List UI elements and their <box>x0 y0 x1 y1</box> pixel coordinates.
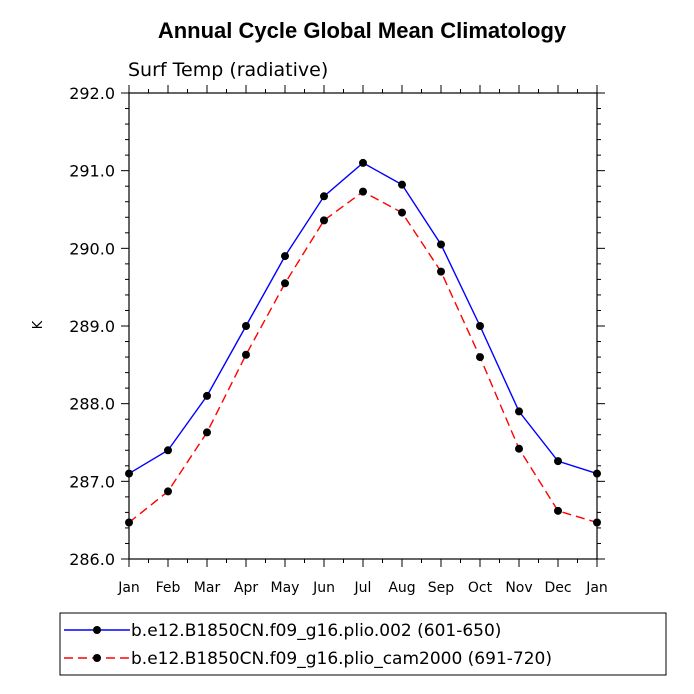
x-tick-label: Mar <box>194 580 221 596</box>
data-point <box>203 428 211 437</box>
data-point <box>476 322 484 330</box>
legend-marker <box>93 626 101 634</box>
data-point <box>242 350 250 359</box>
y-tick-label: 286.0 <box>69 550 115 569</box>
data-point <box>164 446 172 455</box>
x-tick-label: Feb <box>156 580 181 596</box>
data-point <box>593 469 601 478</box>
data-point <box>593 518 601 527</box>
chart-title: Annual Cycle Global Mean Climatology <box>158 18 567 43</box>
series-line-1 <box>128 162 598 475</box>
data-point <box>476 353 484 362</box>
x-tick-label: Jul <box>354 580 372 596</box>
y-tick-label: 291.0 <box>69 162 115 181</box>
y-axis-label: K <box>31 320 46 329</box>
y-tick-label: 292.0 <box>69 84 115 103</box>
data-point <box>359 187 367 196</box>
data-point <box>125 518 133 527</box>
legend: b.e12.B1850CN.f09_g16.plio.002 (601-650)… <box>64 621 552 669</box>
data-point <box>203 391 211 400</box>
legend-label: b.e12.B1850CN.f09_g16.plio.002 (601-650) <box>131 621 501 641</box>
data-point <box>515 407 523 416</box>
x-tick-label: Dec <box>544 580 571 596</box>
data-point <box>437 240 445 249</box>
x-tick-label: Aug <box>388 580 415 596</box>
x-tick-label: Oct <box>468 580 493 596</box>
data-point <box>398 208 406 217</box>
x-tick-label: May <box>271 580 300 596</box>
legend-marker <box>93 654 101 662</box>
y-tick-label: 288.0 <box>69 395 115 414</box>
x-tick-label: Apr <box>234 580 258 596</box>
data-point <box>242 322 250 330</box>
data-point <box>515 444 523 453</box>
data-point <box>281 252 289 261</box>
data-point <box>164 487 172 496</box>
y-tick-label: 290.0 <box>69 239 115 258</box>
x-tick-label: Jan <box>585 580 608 596</box>
x-tick-label: Nov <box>505 580 532 596</box>
y-tick-label: 287.0 <box>69 472 115 491</box>
series-line-2 <box>128 190 598 524</box>
data-point <box>320 192 328 201</box>
data-point <box>437 267 445 276</box>
x-axis: Jan Feb Mar Apr May Jun Jul Aug Sep Oct Nov Dec Jan <box>117 85 608 596</box>
x-tick-label: Sep <box>428 580 455 596</box>
data-point <box>125 469 133 478</box>
data-point <box>320 216 328 225</box>
legend-label: b.e12.B1850CN.f09_g16.plio_cam2000 (691-… <box>131 649 552 669</box>
series-layer <box>125 158 601 527</box>
data-point <box>554 457 562 466</box>
data-point <box>359 158 367 167</box>
x-tick-label: Jan <box>117 580 140 596</box>
data-point <box>398 180 406 189</box>
y-tick-label: 289.0 <box>69 317 115 336</box>
data-point <box>281 279 289 288</box>
x-tick-label: Jun <box>312 580 335 596</box>
legend-box <box>59 612 667 676</box>
y-axis: 286.0 287.0 288.0 289.0 290.0 291.0 292.0 <box>69 84 605 569</box>
chart-subtitle: Surf Temp (radiative) <box>128 59 328 81</box>
data-point <box>554 506 562 515</box>
